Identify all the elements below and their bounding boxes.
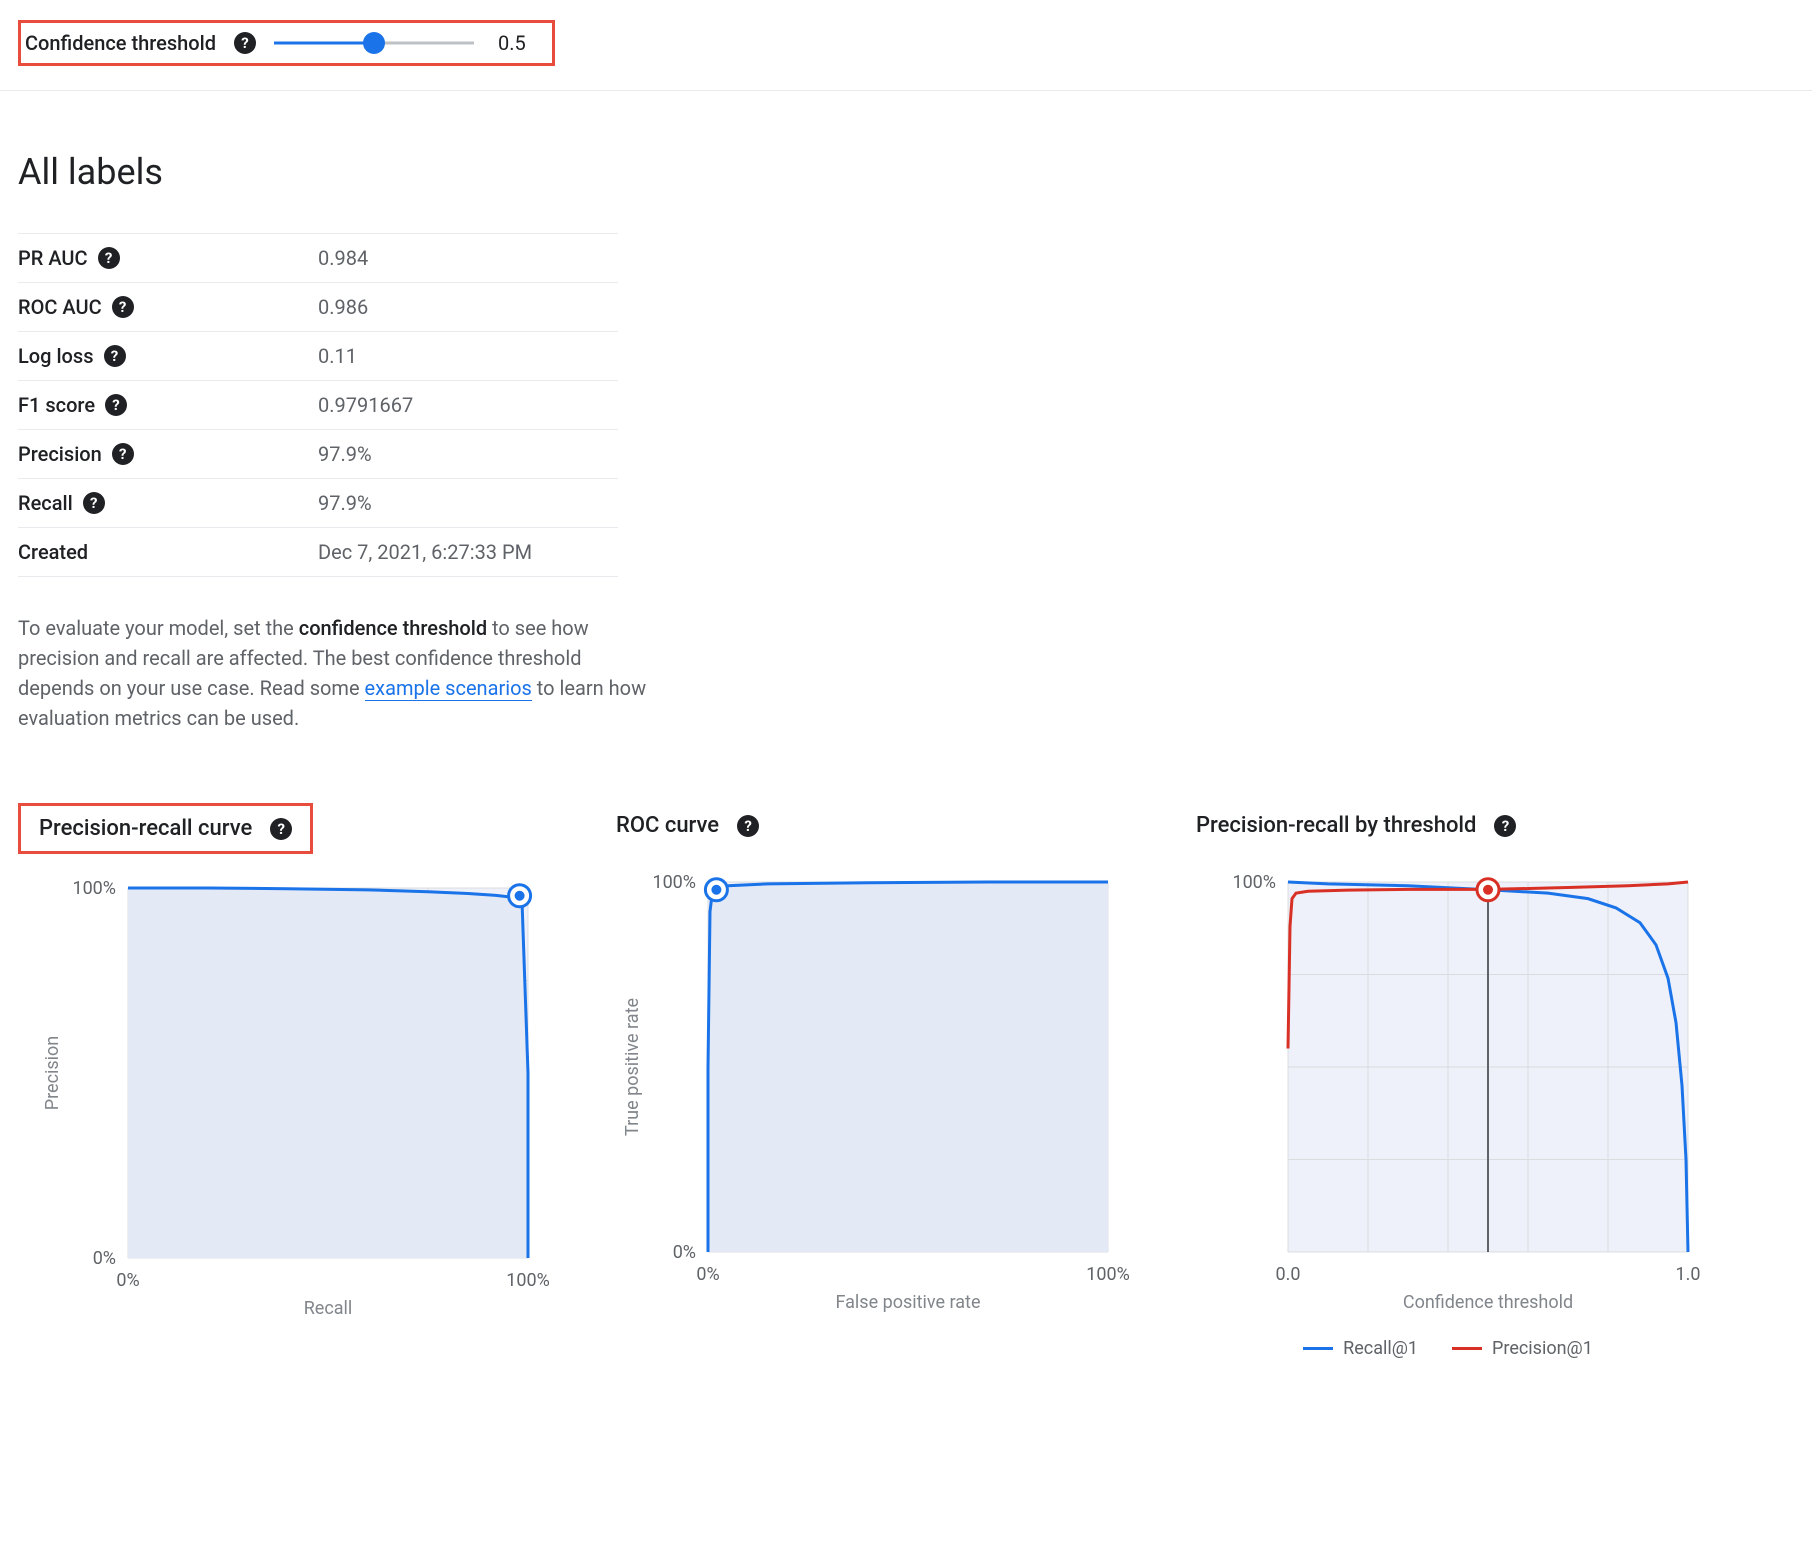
- metric-row: PR AUC? 0.984: [18, 234, 618, 283]
- svg-text:Confidence threshold: Confidence threshold: [1403, 1292, 1573, 1313]
- metric-row: ROC AUC? 0.986: [18, 283, 618, 332]
- confidence-threshold-bar: Confidence threshold ? 0.5: [0, 0, 1812, 91]
- metric-row: Created Dec 7, 2021, 6:27:33 PM: [18, 528, 618, 577]
- svg-text:False positive rate: False positive rate: [835, 1292, 980, 1313]
- svg-text:0%: 0%: [93, 1248, 116, 1269]
- help-icon[interactable]: ?: [1494, 815, 1516, 837]
- help-icon[interactable]: ?: [737, 815, 759, 837]
- metric-row: Log loss? 0.11: [18, 332, 618, 381]
- svg-text:100%: 100%: [1232, 872, 1276, 893]
- metrics-table: PR AUC?0.984ROC AUC?0.986Log loss?0.11F1…: [18, 233, 618, 577]
- help-icon[interactable]: ?: [112, 443, 134, 465]
- legend-item: Precision@1: [1452, 1338, 1593, 1359]
- metric-label: Created: [18, 540, 88, 564]
- prt-legend: Recall@1 Precision@1: [1178, 1338, 1718, 1359]
- metric-label: ROC AUC: [18, 295, 102, 319]
- metric-value: 97.9%: [318, 430, 618, 479]
- description-text: To evaluate your model, set the confiden…: [18, 613, 658, 733]
- metric-row: F1 score? 0.9791667: [18, 381, 618, 430]
- roc-chart-title: ROC curve ?: [598, 803, 777, 848]
- section-title: All labels: [18, 151, 1794, 193]
- svg-text:0%: 0%: [673, 1242, 696, 1263]
- prt-chart-title: Precision-recall by threshold ?: [1178, 803, 1534, 848]
- svg-text:Precision: Precision: [42, 1036, 63, 1111]
- precision-recall-threshold-chart: Precision-recall by threshold ? 100% 0.0 1…: [1178, 803, 1718, 1359]
- metric-value: 0.9791667: [318, 381, 618, 430]
- metric-row: Recall? 97.9%: [18, 479, 618, 528]
- confidence-threshold-highlight: Confidence threshold ? 0.5: [18, 20, 555, 66]
- metric-value: 0.11: [318, 332, 618, 381]
- metric-row: Precision? 97.9%: [18, 430, 618, 479]
- metric-label: Recall: [18, 491, 73, 515]
- metric-label: Log loss: [18, 344, 94, 368]
- metric-label: F1 score: [18, 393, 95, 417]
- metric-value: 0.984: [318, 234, 618, 283]
- svg-text:100%: 100%: [652, 872, 696, 893]
- confidence-threshold-label: Confidence threshold: [25, 31, 216, 55]
- svg-text:100%: 100%: [506, 1270, 550, 1291]
- metric-value: 0.986: [318, 283, 618, 332]
- example-scenarios-link[interactable]: example scenarios: [365, 676, 532, 701]
- metric-label: Precision: [18, 442, 102, 466]
- svg-text:0%: 0%: [696, 1264, 719, 1285]
- help-icon[interactable]: ?: [104, 345, 126, 367]
- confidence-threshold-value: 0.5: [498, 31, 526, 55]
- roc-chart: ROC curve ? 100% 0%0% 100% False positive r…: [598, 803, 1138, 1332]
- pr-chart-title-highlight: Precision-recall curve ?: [18, 803, 313, 854]
- svg-text:Recall: Recall: [304, 1298, 353, 1319]
- svg-text:0%: 0%: [116, 1270, 139, 1291]
- charts-row: Precision-recall curve ? 100%0%0%100%Rec…: [18, 803, 1794, 1359]
- help-icon[interactable]: ?: [234, 32, 256, 54]
- svg-text:0.0: 0.0: [1276, 1264, 1301, 1285]
- precision-recall-chart: Precision-recall curve ? 100% 0%0% 100% Rec…: [18, 803, 558, 1338]
- help-icon[interactable]: ?: [105, 394, 127, 416]
- svg-text:100%: 100%: [1086, 1264, 1130, 1285]
- help-icon[interactable]: ?: [112, 296, 134, 318]
- confidence-threshold-slider[interactable]: [274, 33, 474, 53]
- help-icon[interactable]: ?: [270, 818, 292, 840]
- metric-value: 97.9%: [318, 479, 618, 528]
- help-icon[interactable]: ?: [98, 247, 120, 269]
- metric-label: PR AUC: [18, 246, 88, 270]
- metric-value: Dec 7, 2021, 6:27:33 PM: [318, 528, 618, 577]
- svg-text:True positive rate: True positive rate: [622, 998, 643, 1136]
- help-icon[interactable]: ?: [83, 492, 105, 514]
- legend-item: Recall@1: [1303, 1338, 1418, 1359]
- svg-text:1.0: 1.0: [1676, 1264, 1701, 1285]
- svg-text:100%: 100%: [72, 878, 116, 899]
